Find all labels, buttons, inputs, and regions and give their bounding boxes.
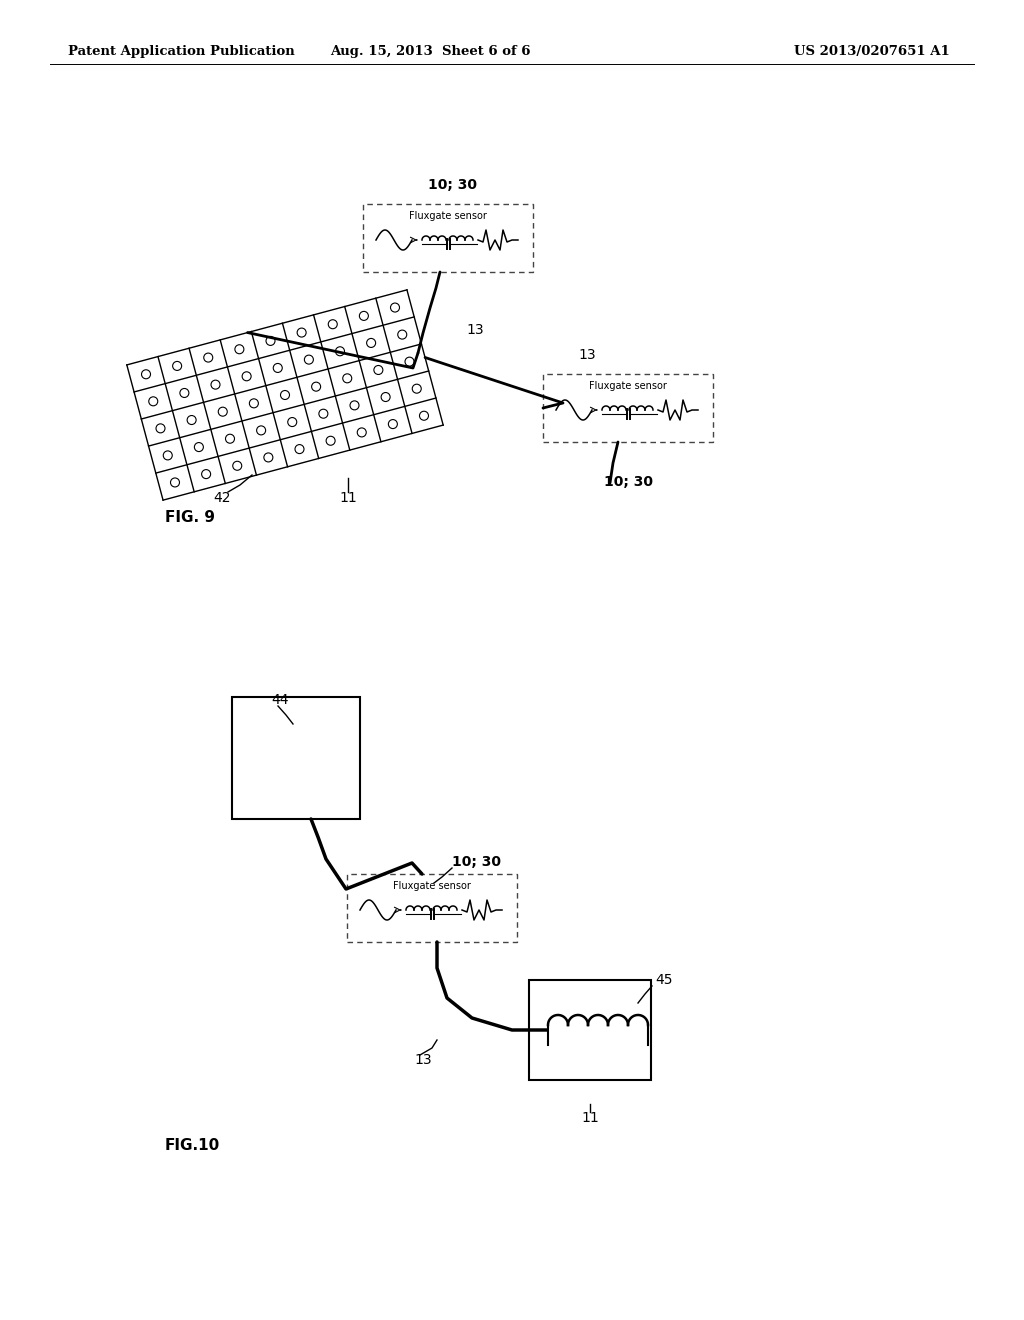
Text: 13: 13 (414, 1053, 432, 1067)
Text: Fluxgate sensor: Fluxgate sensor (409, 211, 487, 220)
Text: Fluxgate sensor: Fluxgate sensor (393, 880, 471, 891)
Text: US 2013/0207651 A1: US 2013/0207651 A1 (795, 45, 950, 58)
Bar (529, 979, 651, 1080)
Text: 42: 42 (213, 491, 230, 506)
Bar (347, 874, 517, 942)
Text: 10; 30: 10; 30 (428, 178, 477, 191)
Bar (543, 374, 713, 442)
Text: 11: 11 (582, 1111, 599, 1125)
Text: Aug. 15, 2013  Sheet 6 of 6: Aug. 15, 2013 Sheet 6 of 6 (330, 45, 530, 58)
Text: FIG.10: FIG.10 (165, 1138, 220, 1152)
Text: FIG. 9: FIG. 9 (165, 511, 215, 525)
Text: Fluxgate sensor: Fluxgate sensor (589, 381, 667, 391)
Text: 45: 45 (655, 973, 673, 987)
Text: 44: 44 (271, 693, 289, 708)
Text: 13: 13 (578, 348, 596, 362)
Text: 10; 30: 10; 30 (452, 855, 501, 869)
Text: 11: 11 (339, 491, 357, 506)
Text: 13: 13 (466, 323, 483, 337)
Text: Patent Application Publication: Patent Application Publication (68, 45, 295, 58)
Bar (362, 205, 534, 272)
Bar (232, 697, 360, 818)
Text: 10; 30: 10; 30 (603, 475, 652, 488)
